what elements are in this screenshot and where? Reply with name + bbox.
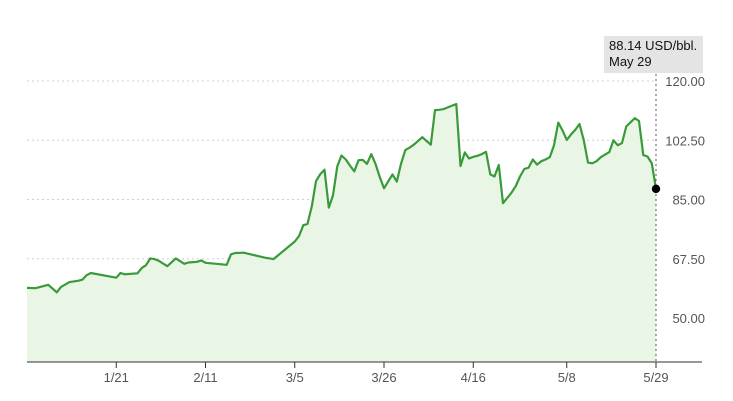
y-tick-label: 85.00 (672, 193, 705, 208)
last-point-marker[interactable] (651, 184, 661, 194)
x-tick-label: 4/16 (461, 370, 486, 385)
price-area-fill (27, 104, 656, 362)
y-tick-label: 120.00 (665, 74, 705, 89)
y-tick-label: 102.50 (665, 133, 705, 148)
x-tick-label: 1/21 (104, 370, 129, 385)
y-tick-label: 67.50 (672, 252, 705, 267)
tooltip-date: May 29 (609, 54, 652, 69)
x-tick-label: 3/26 (371, 370, 396, 385)
x-tick-label: 2/11 (193, 370, 217, 385)
tooltip-value: 88.14 USD/bbl. (609, 38, 698, 53)
y-axis-tick-labels: 50.00 67.50 85.00 102.50 120.00 (665, 74, 705, 326)
y-tick-label: 50.00 (672, 311, 705, 326)
price-tooltip: 88.14 USD/bbl. May 29 (604, 36, 704, 73)
price-line-series (26, 102, 658, 294)
x-axis-ticks: 1/21 2/11 3/5 3/26 4/16 5/8 5/29 (104, 362, 669, 385)
x-tick-label: 5/8 (558, 370, 576, 385)
x-tick-label: 3/5 (286, 370, 304, 385)
x-tick-label: 5/29 (643, 370, 668, 385)
